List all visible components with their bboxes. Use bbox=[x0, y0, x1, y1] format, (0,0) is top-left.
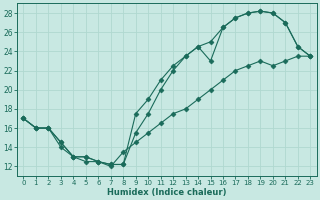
X-axis label: Humidex (Indice chaleur): Humidex (Indice chaleur) bbox=[107, 188, 227, 197]
